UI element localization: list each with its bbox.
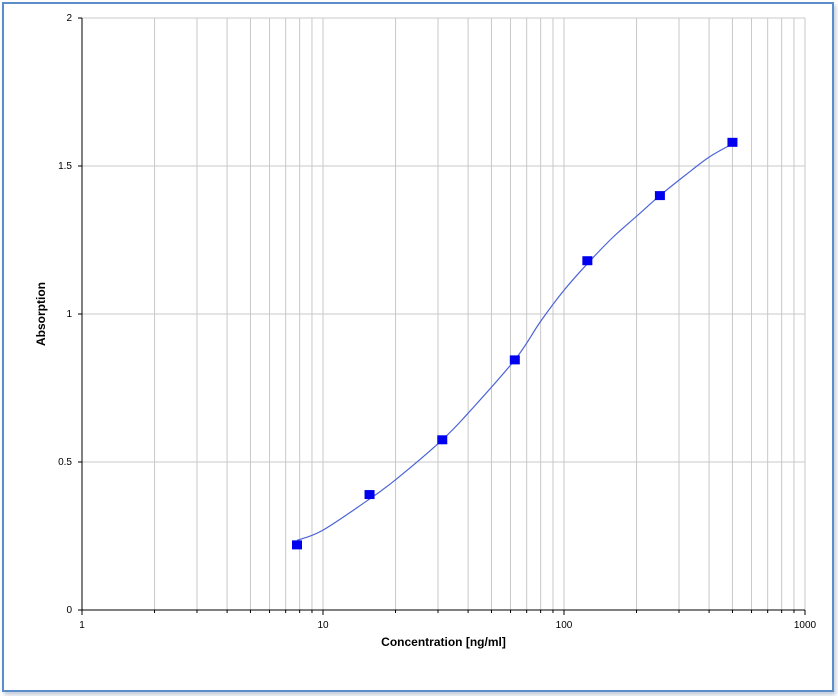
axes [78,17,806,615]
x-tick-label: 100 [556,620,573,631]
y-tick-label: 1 [66,309,72,320]
grid-lines [82,17,806,610]
x-tick-label: 1 [79,620,85,631]
data-point-marker [654,191,665,201]
y-tick-label: 2 [66,13,72,24]
y-axis-title: Absorption [34,282,48,346]
data-point-marker [509,355,520,365]
x-tick-label: 1000 [794,620,817,631]
fit-curve-layer [296,143,733,541]
y-tick-label: 0 [66,605,72,616]
x-tick-label: 10 [317,620,329,631]
data-points-layer [291,137,738,550]
x-axis-title: Concentration [ng/ml] [381,635,506,649]
data-point-marker [582,256,593,266]
y-tick-label: 1.5 [58,161,72,172]
data-point-marker [437,435,448,445]
data-point-marker [364,490,375,500]
fit-curve-line [296,143,733,541]
data-point-marker [291,540,302,550]
data-point-marker [727,137,738,147]
y-tick-label: 0.5 [58,457,72,468]
y-tick-labels: 0 0.5 1 1.5 2 [58,13,72,616]
x-tick-labels: 1 10 100 1000 [79,620,816,631]
